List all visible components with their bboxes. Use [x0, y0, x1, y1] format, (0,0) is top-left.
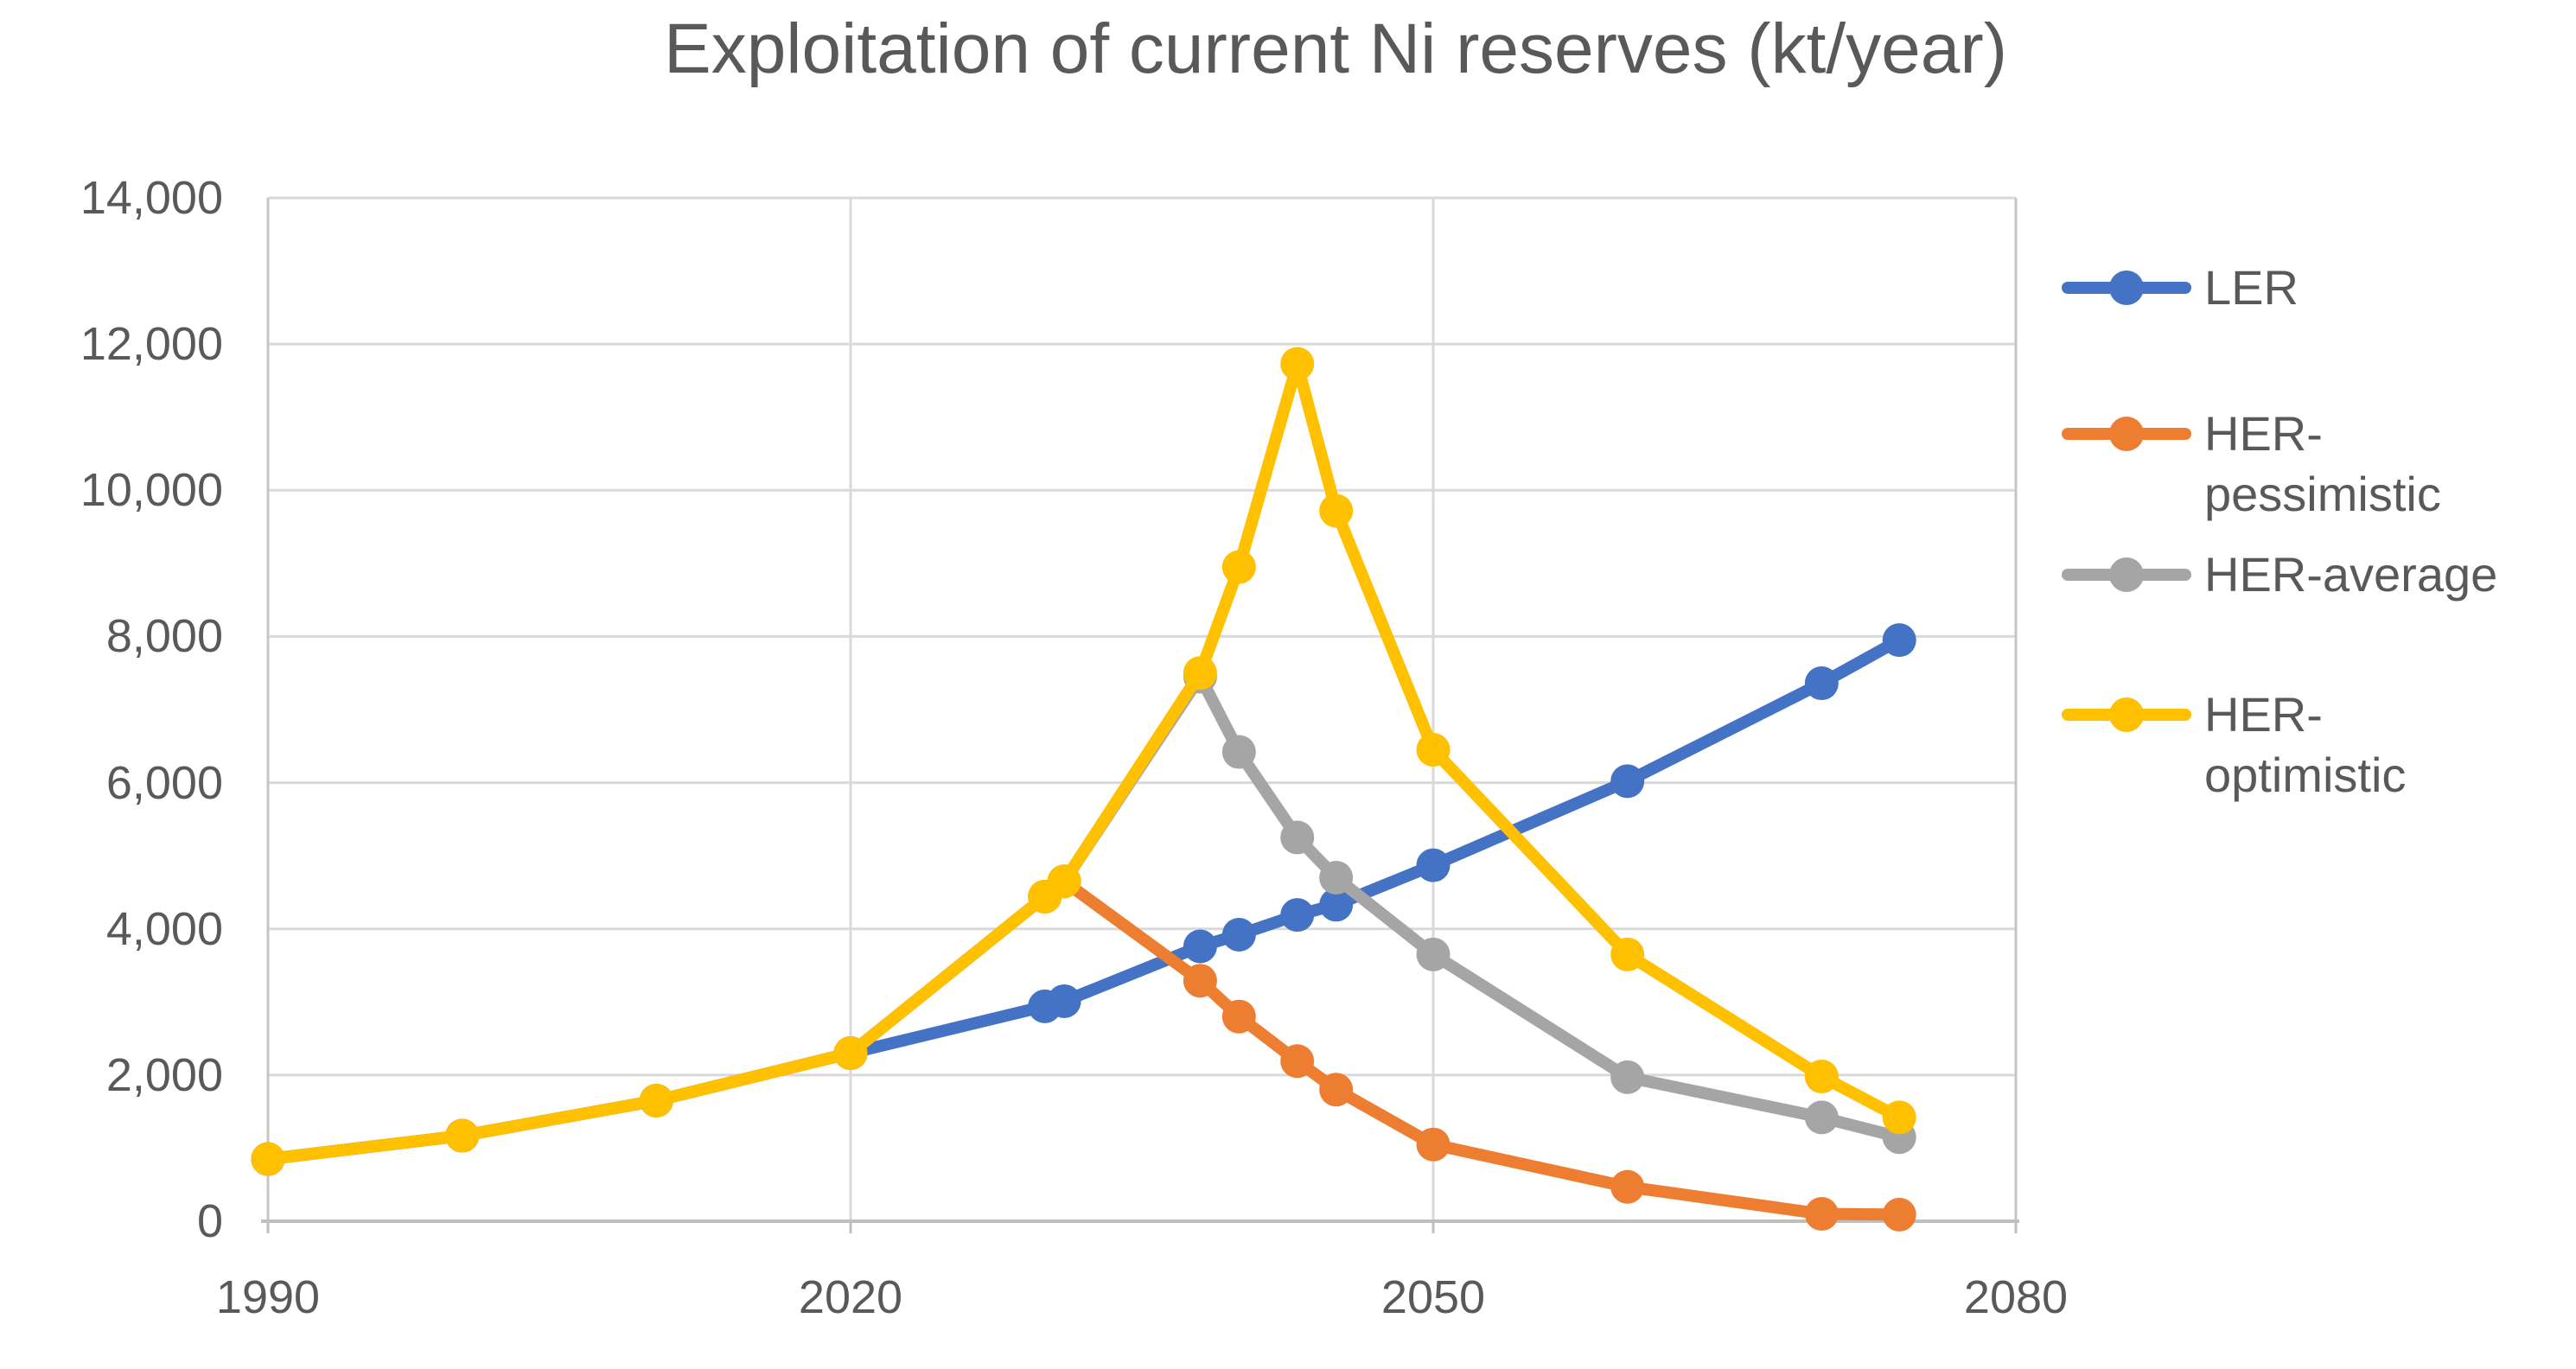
data-point-her-optimistic-2043 — [1280, 347, 1315, 381]
data-point-ler-2031 — [1047, 984, 1081, 1018]
data-point-her-optimistic-2045 — [1319, 493, 1354, 528]
data-point-her-average-2070 — [1804, 1100, 1839, 1135]
y-tick-label: 14,000 — [80, 172, 223, 224]
data-point-her-pessimistic-2060 — [1610, 1169, 1645, 1204]
data-point-her-optimistic-2060 — [1610, 937, 1645, 971]
data-point-her-average-2050 — [1416, 937, 1451, 971]
y-tick-label: 2,000 — [105, 1048, 223, 1101]
legend-dot-swatch — [2109, 557, 2144, 592]
data-point-her-pessimistic-2038 — [1183, 964, 1217, 998]
y-tick-label: 4,000 — [105, 902, 223, 955]
data-point-her-pessimistic-2070 — [1804, 1197, 1839, 1232]
x-tick-label: 2080 — [1963, 1271, 2069, 1323]
y-tick-label: 0 — [196, 1195, 223, 1247]
data-point-her-average-2060 — [1610, 1060, 1645, 1094]
data-point-ler-2045 — [1319, 888, 1354, 922]
series-line-her-average — [262, 670, 1906, 1166]
data-point-her-optimistic-2010 — [639, 1083, 673, 1117]
data-point-her-optimistic-1990 — [251, 1142, 285, 1176]
x-tick-label: 2020 — [798, 1271, 903, 1323]
data-point-ler-2050 — [1416, 848, 1451, 882]
legend-dot-swatch — [2109, 271, 2144, 305]
x-tick-label: 1990 — [215, 1271, 321, 1323]
data-point-her-average-2043 — [1280, 820, 1315, 855]
series-line-her-pessimistic — [262, 875, 1906, 1221]
data-point-her-optimistic-2070 — [1804, 1060, 1839, 1094]
legend-label: HER-optimistic — [2204, 687, 2407, 802]
data-point-her-optimistic-2020 — [833, 1035, 868, 1070]
data-point-her-pessimistic-2043 — [1280, 1044, 1315, 1079]
data-point-ler-2038 — [1183, 929, 1217, 964]
legend-label: HER-average — [2204, 547, 2498, 602]
legend-dot-swatch — [2109, 697, 2144, 732]
data-point-her-pessimistic-2074 — [1882, 1197, 1916, 1232]
y-tick-label: 12,000 — [80, 318, 223, 371]
legend-marker-icon-her-pessimistic — [2062, 404, 2191, 464]
y-tick-label: 10,000 — [80, 464, 223, 517]
legend-marker-icon-her-average — [2062, 544, 2191, 605]
data-point-her-optimistic-2050 — [1416, 733, 1451, 767]
legend-marker-icon-ler — [2062, 258, 2191, 318]
legend-dot-swatch — [2109, 417, 2144, 451]
data-point-her-optimistic-2000 — [445, 1118, 480, 1153]
x-tick-label: 2050 — [1380, 1271, 1486, 1323]
chart-title: Exploitation of current Ni reserves (kt/… — [664, 10, 2007, 88]
legend-item-ler: LER — [2062, 258, 2503, 318]
data-point-her-pessimistic-2045 — [1319, 1073, 1354, 1107]
data-point-ler-2074 — [1882, 623, 1916, 658]
legend-item-her-optimistic: HER-optimistic — [2062, 684, 2503, 805]
y-tick-label: 6,000 — [105, 756, 223, 809]
legend-label: HER-pessimistic — [2204, 406, 2441, 521]
data-point-ler-2040 — [1221, 917, 1256, 952]
data-point-her-average-2040 — [1221, 735, 1256, 769]
data-point-her-optimistic-2074 — [1882, 1100, 1916, 1135]
legend-item-her-pessimistic: HER-pessimistic — [2062, 404, 2503, 525]
y-tick-label: 8,000 — [105, 610, 223, 663]
data-point-her-pessimistic-2040 — [1221, 999, 1256, 1034]
data-point-her-average-2045 — [1319, 861, 1354, 895]
data-point-her-pessimistic-2050 — [1416, 1127, 1451, 1162]
legend-item-her-average: HER-average — [2062, 544, 2503, 605]
legend-marker-icon-her-optimistic — [2062, 684, 2191, 745]
data-point-ler-2043 — [1280, 898, 1315, 933]
data-point-ler-2070 — [1804, 666, 1839, 701]
series-line-her-optimistic — [262, 357, 1906, 1166]
data-point-her-optimistic-2038 — [1183, 656, 1217, 691]
data-point-her-optimistic-2040 — [1221, 550, 1256, 584]
data-point-ler-2060 — [1610, 764, 1645, 799]
legend-label: LER — [2204, 260, 2299, 315]
data-point-her-optimistic-2031 — [1047, 864, 1081, 899]
